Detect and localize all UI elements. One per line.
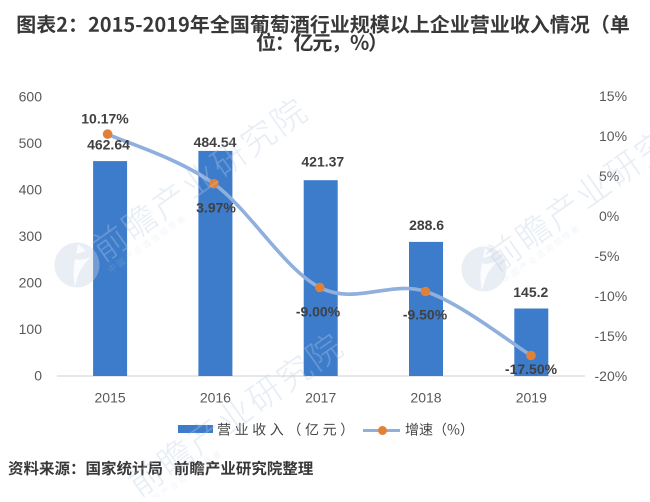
svg-text:2015: 2015: [95, 389, 126, 405]
svg-text:10%: 10%: [599, 128, 627, 144]
svg-text:-9.50%: -9.50%: [403, 307, 448, 323]
svg-text:3.97%: 3.97%: [196, 199, 236, 215]
svg-text:288.6: 288.6: [409, 217, 444, 233]
svg-text:484.54: 484.54: [194, 134, 237, 150]
svg-text:145.2: 145.2: [513, 284, 548, 300]
svg-text:600: 600: [19, 88, 43, 104]
svg-text:100: 100: [19, 321, 43, 337]
svg-text:-15%: -15%: [595, 328, 628, 344]
svg-text:15%: 15%: [599, 88, 627, 104]
svg-text:300: 300: [19, 228, 43, 244]
svg-text:-9.00%: -9.00%: [296, 304, 341, 320]
svg-text:-10%: -10%: [595, 288, 628, 304]
svg-text:2018: 2018: [410, 389, 441, 405]
svg-text:400: 400: [19, 182, 43, 198]
svg-text:10.17%: 10.17%: [81, 111, 129, 127]
svg-text:2017: 2017: [305, 389, 336, 405]
svg-text:462.64: 462.64: [87, 137, 130, 153]
svg-text:0: 0: [34, 368, 42, 384]
svg-text:-20%: -20%: [595, 368, 628, 384]
svg-text:200: 200: [19, 275, 43, 291]
svg-text:2019: 2019: [516, 389, 547, 405]
svg-text:2016: 2016: [200, 389, 231, 405]
svg-text:-17.50%: -17.50%: [505, 361, 558, 377]
svg-text:500: 500: [19, 135, 43, 151]
svg-text:421.37: 421.37: [301, 154, 344, 170]
svg-text:-5%: -5%: [595, 248, 620, 264]
svg-text:0%: 0%: [599, 208, 619, 224]
